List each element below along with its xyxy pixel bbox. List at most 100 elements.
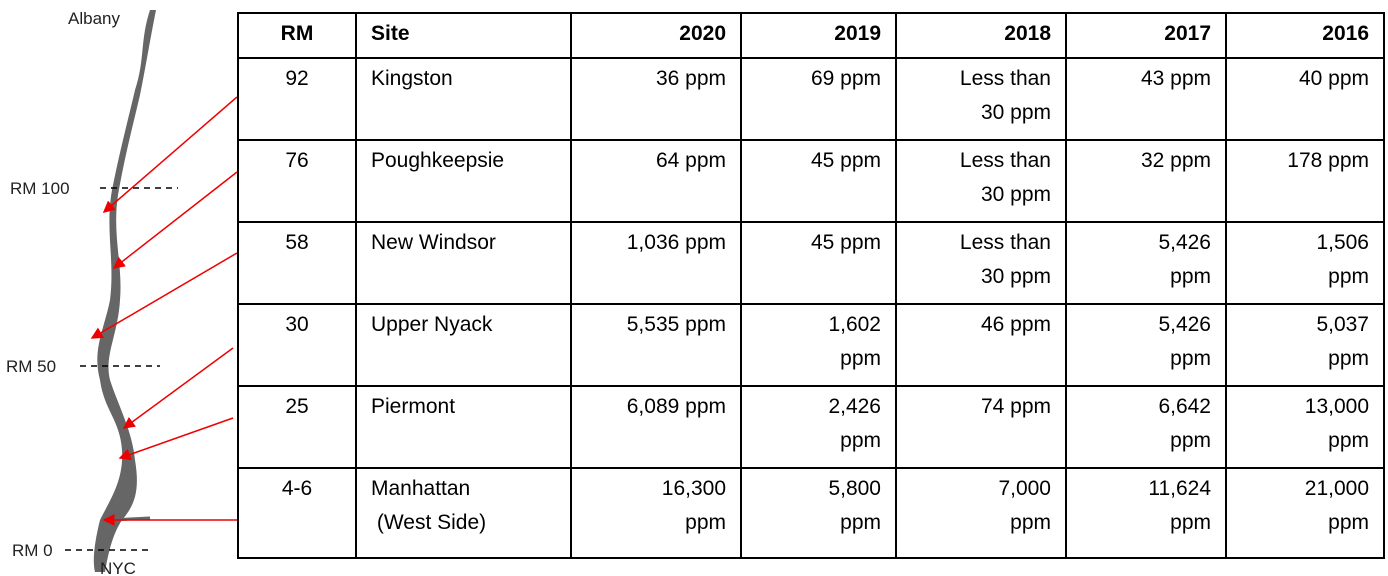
cell: Manhattan (West Side) [355,467,572,559]
arrows [90,96,237,526]
cell: 58 [237,221,357,305]
header-row: RM Site 2020 2019 2018 2017 2016 [237,12,1385,59]
cell-line: Less than [959,231,1051,254]
cell-line: 5,426 [1158,313,1211,336]
map-label: Albany [68,9,120,28]
river [93,10,156,572]
cell-line: ppm [1170,511,1211,534]
cell: Piermont [355,385,572,469]
cell: 25 [237,385,357,469]
river-map: Albany RM 100 RM 50 RM 0 NYC [6,9,237,576]
cell-line: 5,037 [1316,313,1369,336]
cell-line: Manhattan [371,477,471,500]
cell-line: 11,624 [1148,477,1211,500]
cell-line: 5,800 [828,477,881,500]
cell-line: ppm [1170,265,1211,288]
cell-line: Less than [959,149,1051,172]
cell: Poughkeepsie [355,139,572,223]
cell-line: ppm [1328,265,1369,288]
cell-line: 4-6 [281,477,313,500]
cell-line: Less than [959,67,1051,90]
cell-line: 13,000 [1304,395,1369,418]
cell: 5,426 ppm [1065,303,1227,387]
cell-line: Poughkeepsie [371,149,505,172]
row: 58 New Windsor 1,036 ppm 45 ppm Less than 30 … [237,221,1385,305]
map-label: RM 50 [6,357,56,376]
header-cell: Site [355,12,572,59]
cell-line: 30 ppm [980,183,1051,206]
cell-line: New Windsor [371,231,496,254]
cell: 45 ppm [740,221,897,305]
cell: 5,535 ppm [570,303,742,387]
cell: 32 ppm [1065,139,1227,223]
cell: 21,000 ppm [1225,467,1385,559]
cell: 46 ppm [895,303,1067,387]
cell-line: 6,642 [1158,395,1211,418]
cell: 69 ppm [740,57,897,141]
cell: 43 ppm [1065,57,1227,141]
cell-line: 32 ppm [1140,149,1211,172]
header-cell: 2016 [1225,12,1385,59]
cell: Upper Nyack [355,303,572,387]
cell: 64 ppm [570,139,742,223]
map-label: NYC [100,559,136,576]
cell-line: Upper Nyack [371,313,493,336]
cell-line: 7,000 [998,477,1051,500]
cell-line: 21,000 [1304,477,1369,500]
row: 30 Upper Nyack 5,535 ppm 1,602 ppm 46 ppm 5,42… [237,303,1385,387]
cell-line: 5,426 [1158,231,1211,254]
cell-line: ppm [840,347,881,370]
header-cell: RM [237,12,357,59]
cell-line: 36 ppm [655,67,726,90]
cell-line: 1,602 [828,313,881,336]
header-cell: 2019 [740,12,897,59]
cell: 6,089 ppm [570,385,742,469]
cell-line: 30 [285,313,309,336]
cell: 1,506 ppm [1225,221,1385,305]
cell: 30 [237,303,357,387]
cell-line: 178 ppm [1287,149,1369,172]
map-label: RM 0 [12,541,53,560]
row: 76 Poughkeepsie 64 ppm 45 ppm Less than 30 pp… [237,139,1385,223]
cell-line: 30 ppm [980,101,1051,124]
cell: 4-6 [237,467,357,559]
cell-line: 6,089 ppm [626,395,726,418]
cell: New Windsor [355,221,572,305]
cell: 2,426 ppm [740,385,897,469]
cell: 13,000 ppm [1225,385,1385,469]
cell-line: ppm [840,429,881,452]
cell: 5,426 ppm [1065,221,1227,305]
cell-line: 40 ppm [1298,67,1369,90]
cell-line: 74 ppm [980,395,1051,418]
cell-line: 5,535 ppm [626,313,726,336]
cell: Less than 30 ppm [895,57,1067,141]
cell-line: (West Side) [371,511,487,534]
cell-line: ppm [840,511,881,534]
cell: 5,037 ppm [1225,303,1385,387]
cell: 1,602 ppm [740,303,897,387]
cell: 45 ppm [740,139,897,223]
cell-line: 30 ppm [980,265,1051,288]
cell: 11,624 ppm [1065,467,1227,559]
cell-line: 58 [285,231,309,254]
cell: 5,800 ppm [740,467,897,559]
map-label: RM 100 [10,179,70,198]
cell-line: 25 [285,395,309,418]
cell-line: 76 [285,149,309,172]
header-cell: 2020 [570,12,742,59]
cell: 1,036 ppm [570,221,742,305]
cell-line: ppm [1328,429,1369,452]
cell-line: 1,036 ppm [626,231,726,254]
cell-line: 43 ppm [1140,67,1211,90]
cell-line: ppm [1170,429,1211,452]
cell-line: 1,506 [1316,231,1369,254]
cell-line: ppm [1328,511,1369,534]
cell: Less than 30 ppm [895,221,1067,305]
header-cell: 2017 [1065,12,1227,59]
cell: 76 [237,139,357,223]
cell-line: 45 ppm [810,231,881,254]
row: 25 Piermont 6,089 ppm 2,426 ppm 74 ppm 6,642 pp… [237,385,1385,469]
cell-line: Piermont [371,395,456,418]
cell-line: 45 ppm [810,149,881,172]
